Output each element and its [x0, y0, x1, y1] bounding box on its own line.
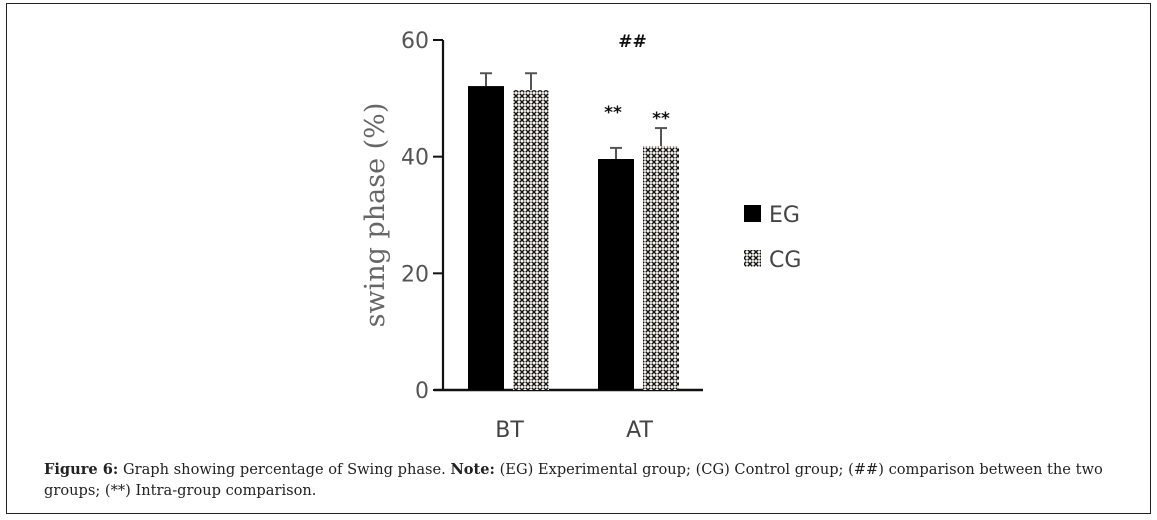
caption-note-text: (EG) Experimental group; (CG) Control gr…	[44, 461, 1103, 499]
x-category-label: BT	[495, 418, 524, 443]
figure-frame	[6, 3, 1151, 514]
annotation-intragroup-cg: **	[652, 109, 670, 129]
annotation-between-groups: ##	[618, 32, 647, 52]
legend-swatch-cg	[744, 250, 761, 267]
legend-swatch-eg	[744, 205, 761, 222]
y-tick-label: 40	[401, 146, 429, 171]
bar-eg-at	[598, 159, 634, 390]
y-axis-label: swing phase (%)	[360, 103, 391, 328]
bar-cg-bt	[513, 90, 549, 391]
bar-chart: 0 20 40 60 BT AT swing phase (%) ## ** ** EG…	[360, 29, 801, 443]
caption-note-label: Note:	[450, 461, 495, 478]
caption-figure-label: Figure 6:	[44, 461, 119, 478]
legend: EG CG	[744, 203, 801, 273]
bar-cg-at	[643, 146, 679, 390]
annotation-intragroup-eg: **	[604, 103, 622, 123]
figure-caption: Figure 6: Graph showing percentage of Sw…	[44, 459, 1124, 501]
legend-label-cg: CG	[769, 248, 801, 273]
x-category-label: AT	[626, 418, 653, 443]
bar-eg-bt	[468, 86, 504, 390]
y-tick-label: 0	[415, 379, 429, 404]
legend-label-eg: EG	[769, 203, 800, 228]
caption-figure-text: Graph showing percentage of Swing phase.	[118, 461, 451, 478]
y-tick-label: 60	[401, 29, 429, 54]
y-tick-label: 20	[401, 262, 429, 287]
